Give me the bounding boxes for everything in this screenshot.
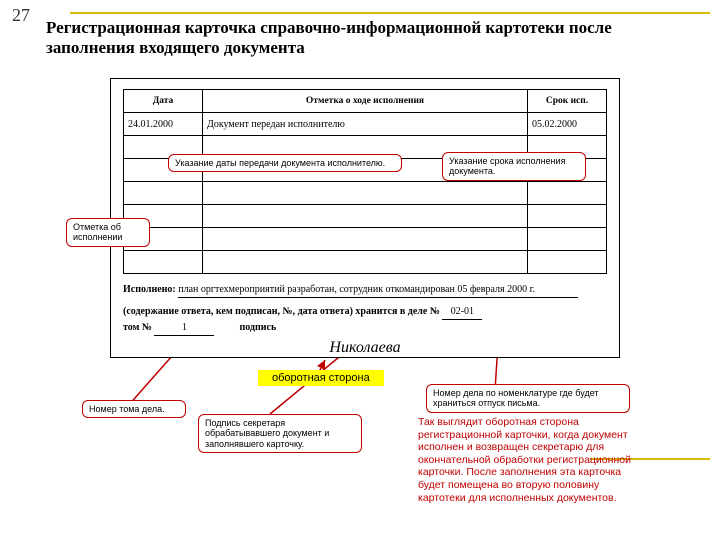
table-row	[124, 251, 607, 274]
tom-line: том № 1 подпись	[123, 320, 607, 336]
yellow-back-side-label: оборотная сторона	[258, 370, 384, 386]
executed-label: Исполнено:	[123, 284, 176, 295]
header-due: Срок исп.	[528, 90, 607, 113]
executed-line: Исполнено: план оргтехмероприятий разраб…	[123, 282, 607, 298]
callout-due-date: Указание срока исполнения документа.	[442, 152, 586, 181]
callout-case-number: Номер дела по номенклатуре где будет хра…	[426, 384, 630, 413]
storage-number: 02-01	[442, 304, 482, 320]
page-title: Регистрационная карточка справочно-инфор…	[46, 18, 666, 59]
accent-line-top	[70, 12, 710, 14]
table-row	[124, 228, 607, 251]
table-row: 24.01.2000 Документ передан исполнителю …	[124, 113, 607, 136]
storage-line: (содержание ответа, кем подписан, №, дат…	[123, 304, 607, 320]
cell-note: Документ передан исполнителю	[203, 113, 528, 136]
slide-number: 27	[12, 5, 30, 26]
sign-label: подпись	[239, 322, 276, 333]
callout-secretary-sign: Подпись секретаря обрабатывавшего докуме…	[198, 414, 362, 453]
header-date: Дата	[124, 90, 203, 113]
tom-label: том №	[123, 322, 152, 333]
cell-due: 05.02.2000	[528, 113, 607, 136]
executed-text: план оргтехмероприятий разработан, сотру…	[178, 282, 578, 298]
storage-label: (содержание ответа, кем подписан, №, дат…	[123, 306, 440, 317]
explanation-text: Так выглядит оборотная сторона регистрац…	[418, 416, 633, 504]
cell-date: 24.01.2000	[124, 113, 203, 136]
execution-table: Дата Отметка о ходе исполнения Срок исп.…	[123, 89, 607, 274]
signature: Николаева	[123, 336, 607, 360]
callout-tom-number: Номер тома дела.	[82, 400, 186, 418]
tom-number: 1	[154, 320, 214, 336]
table-row	[124, 205, 607, 228]
table-row	[124, 182, 607, 205]
header-note: Отметка о ходе исполнения	[203, 90, 528, 113]
callout-execution-mark: Отметка об исполнении	[66, 218, 150, 247]
callout-date-transfer: Указание даты передачи документа исполни…	[168, 154, 402, 172]
registration-card: Дата Отметка о ходе исполнения Срок исп.…	[110, 78, 620, 358]
